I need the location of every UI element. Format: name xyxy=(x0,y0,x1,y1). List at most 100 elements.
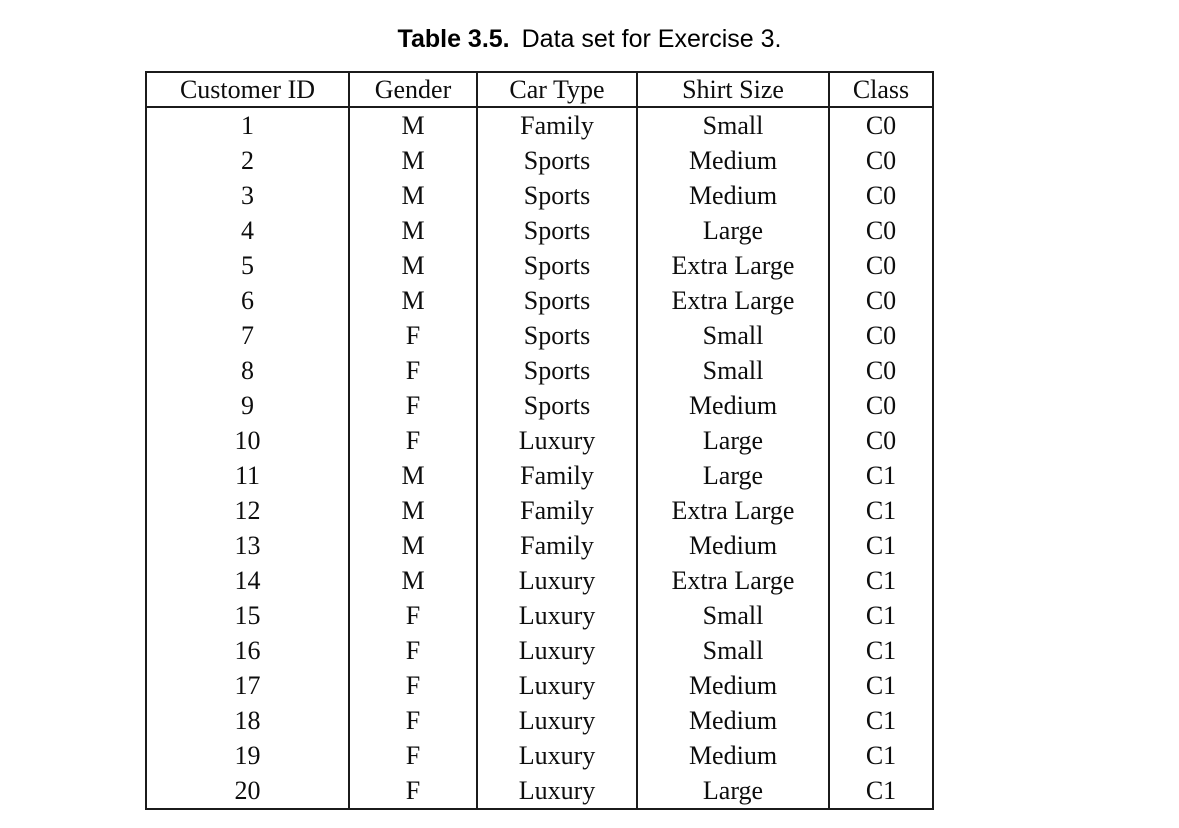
table-row: 3 M Sports Medium C0 xyxy=(145,178,934,213)
table-cell: Sports xyxy=(476,213,638,248)
table-cell: Extra Large xyxy=(636,248,830,283)
table-row: 7 F Sports Small C0 xyxy=(145,318,934,353)
table-cell: Sports xyxy=(476,388,638,423)
table-cell: C1 xyxy=(828,738,934,773)
table-cell: 18 xyxy=(145,703,350,738)
table-cell: C0 xyxy=(828,143,934,178)
table-cell: Sports xyxy=(476,283,638,318)
table-cell: F xyxy=(348,668,478,703)
table-cell: 4 xyxy=(145,213,350,248)
table-cell: Luxury xyxy=(476,738,638,773)
column-header: Class xyxy=(828,72,934,108)
table-body: 1 M Family Small C0 2 M Sports Medium C0 3 M Sports M… xyxy=(145,107,934,809)
table-row: 16 F Luxury Small C1 xyxy=(145,633,934,668)
table-cell: Luxury xyxy=(476,773,638,809)
table-cell: Medium xyxy=(636,178,830,213)
column-header: Gender xyxy=(348,72,478,108)
table-cell: Luxury xyxy=(476,423,638,458)
header-row: Customer ID Gender Car Type Shirt Size Class xyxy=(145,72,934,108)
table-cell: C0 xyxy=(828,388,934,423)
table-row: 11 M Family Large C1 xyxy=(145,458,934,493)
table-cell: M xyxy=(348,458,478,493)
table-row: 13 M Family Medium C1 xyxy=(145,528,934,563)
table-cell: F xyxy=(348,633,478,668)
table-cell: 8 xyxy=(145,353,350,388)
table-cell: C1 xyxy=(828,633,934,668)
table-cell: 14 xyxy=(145,563,350,598)
table-cell: 2 xyxy=(145,143,350,178)
table-cell: F xyxy=(348,318,478,353)
table-cell: Luxury xyxy=(476,703,638,738)
table-cell: Luxury xyxy=(476,598,638,633)
table-cell: 19 xyxy=(145,738,350,773)
table-row: 9 F Sports Medium C0 xyxy=(145,388,934,423)
table-cell: Luxury xyxy=(476,668,638,703)
table-cell: Sports xyxy=(476,248,638,283)
table-row: 2 M Sports Medium C0 xyxy=(145,143,934,178)
table-cell: 13 xyxy=(145,528,350,563)
table-cell: 7 xyxy=(145,318,350,353)
table-cell: M xyxy=(348,563,478,598)
table-cell: M xyxy=(348,248,478,283)
table-cell: C1 xyxy=(828,773,934,809)
table-cell: C1 xyxy=(828,458,934,493)
table-cell: Family xyxy=(476,528,638,563)
table-cell: Family xyxy=(476,107,638,143)
table-cell: Luxury xyxy=(476,633,638,668)
table-cell: C1 xyxy=(828,563,934,598)
table-cell: Extra Large xyxy=(636,283,830,318)
table-cell: M xyxy=(348,143,478,178)
table-cell: C1 xyxy=(828,703,934,738)
table-cell: C0 xyxy=(828,178,934,213)
table-cell: C0 xyxy=(828,283,934,318)
data-table: Customer ID Gender Car Type Shirt Size Class… xyxy=(145,71,934,810)
table-row: 19 F Luxury Medium C1 xyxy=(145,738,934,773)
table-cell: Small xyxy=(636,598,830,633)
table-cell: M xyxy=(348,213,478,248)
table-cell: Medium xyxy=(636,703,830,738)
column-header: Car Type xyxy=(476,72,638,108)
table-cell: Small xyxy=(636,633,830,668)
column-header: Shirt Size xyxy=(636,72,830,108)
table-row: 18 F Luxury Medium C1 xyxy=(145,703,934,738)
table-cell: Sports xyxy=(476,353,638,388)
table-cell: Large xyxy=(636,213,830,248)
table-cell: Sports xyxy=(476,178,638,213)
table-cell: Large xyxy=(636,773,830,809)
table-row: 12 M Family Extra Large C1 xyxy=(145,493,934,528)
table-cell: C0 xyxy=(828,248,934,283)
table-caption-text: Data set for Exercise 3. xyxy=(521,25,782,53)
table-cell: Medium xyxy=(636,143,830,178)
table-cell: M xyxy=(348,107,478,143)
table-cell: Medium xyxy=(636,668,830,703)
table-cell: F xyxy=(348,388,478,423)
table-cell: C1 xyxy=(828,668,934,703)
table-cell: 16 xyxy=(145,633,350,668)
table-cell: Family xyxy=(476,458,638,493)
table-cell: M xyxy=(348,528,478,563)
table-cell: Large xyxy=(636,423,830,458)
table-cell: C0 xyxy=(828,353,934,388)
table-cell: Family xyxy=(476,493,638,528)
table-cell: C1 xyxy=(828,598,934,633)
table-cell: 12 xyxy=(145,493,350,528)
table-cell: Sports xyxy=(476,318,638,353)
table-cell: 10 xyxy=(145,423,350,458)
table-cell: C1 xyxy=(828,493,934,528)
table-cell: 15 xyxy=(145,598,350,633)
column-header: Customer ID xyxy=(145,72,350,108)
table-row: 20 F Luxury Large C1 xyxy=(145,773,934,809)
table-cell: 5 xyxy=(145,248,350,283)
table-cell: Medium xyxy=(636,528,830,563)
table-cell: 6 xyxy=(145,283,350,318)
table-cell: C0 xyxy=(828,107,934,143)
table-cell: F xyxy=(348,598,478,633)
table-cell: Large xyxy=(636,458,830,493)
table-cell: C0 xyxy=(828,213,934,248)
table-row: 15 F Luxury Small C1 xyxy=(145,598,934,633)
table-cell: 1 xyxy=(145,107,350,143)
table-cell: Luxury xyxy=(476,563,638,598)
table-row: 4 M Sports Large C0 xyxy=(145,213,934,248)
table-cell: Extra Large xyxy=(636,493,830,528)
table-cell: 9 xyxy=(145,388,350,423)
